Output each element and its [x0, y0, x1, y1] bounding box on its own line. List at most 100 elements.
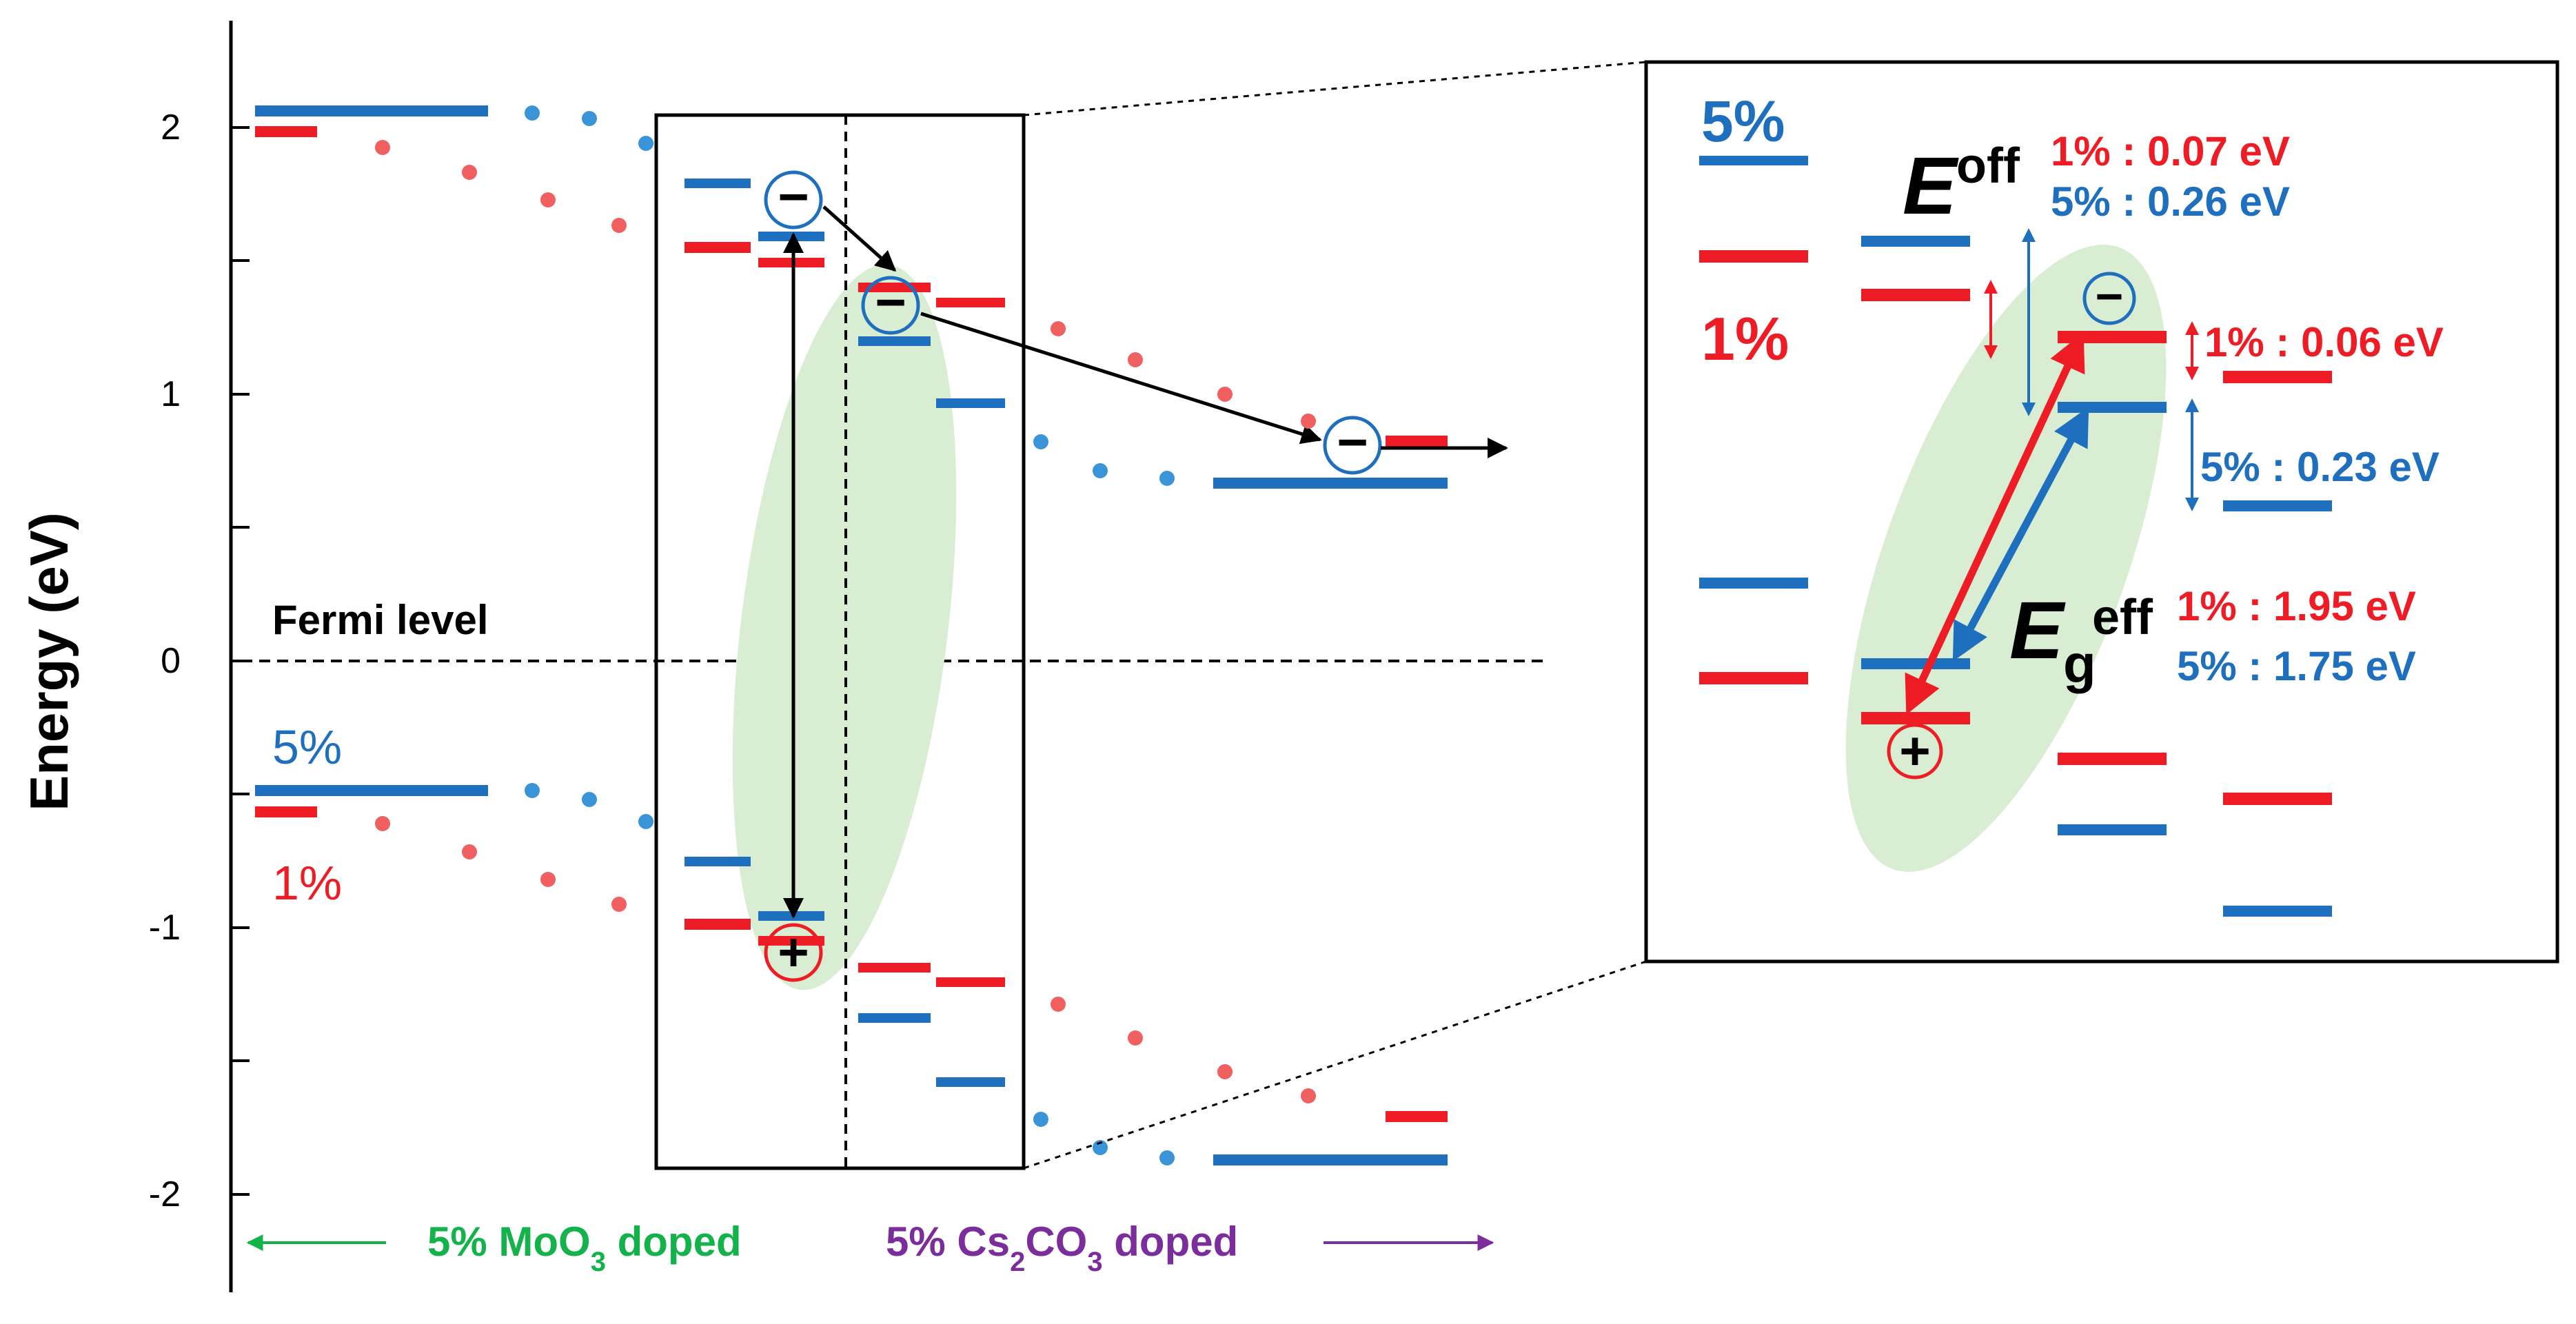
level-blue-cb-right: [1213, 478, 1448, 489]
level: [936, 398, 1005, 408]
svg-text:−: −: [2096, 269, 2124, 323]
eoff-label: E: [1903, 141, 1959, 232]
dot: [462, 844, 477, 859]
y-axis-label: Energy (eV): [19, 512, 79, 811]
dot: [1217, 1064, 1233, 1079]
dot: [1093, 463, 1108, 478]
inset-panel: 5% 1% −: [1644, 60, 2559, 964]
dot: [1093, 1140, 1108, 1155]
level: [936, 1077, 1005, 1087]
dot: [540, 192, 556, 207]
label-1pct: 1%: [272, 856, 342, 910]
moo3-label: 5% MoO3 doped: [427, 1219, 742, 1277]
level: [758, 232, 824, 241]
dot: [375, 140, 390, 155]
level: [2058, 402, 2167, 413]
level-red-cb-right: [1386, 436, 1448, 447]
svg-text:−: −: [778, 166, 809, 227]
dot: [1051, 997, 1066, 1012]
hole-symbol: +: [764, 921, 823, 982]
level: [936, 977, 1005, 987]
eoff-5pct: 5% : 0.26 eV: [2051, 179, 2290, 225]
fermi-level-label: Fermi level: [272, 597, 489, 643]
eoff-superscript: off: [1956, 139, 2020, 194]
electron-symbol: −: [764, 166, 823, 230]
level: [758, 936, 824, 946]
dot: [1051, 321, 1066, 336]
dot: [525, 105, 540, 121]
svg-text:+: +: [778, 921, 809, 982]
dot: [1033, 434, 1048, 449]
center-box: − − +: [654, 113, 1322, 1170]
dot: [1128, 1030, 1143, 1046]
step-1pct: 1% : 0.06 eV: [2204, 319, 2444, 365]
level: [758, 258, 824, 267]
tick-label-1: 1: [161, 374, 181, 414]
eg-subscript: g: [2063, 633, 2096, 694]
eg-arrow-blue: [1952, 407, 2089, 662]
level: [2058, 331, 2167, 343]
level: [2223, 793, 2332, 805]
dot: [1217, 387, 1233, 402]
zoom-lines: [1023, 61, 1647, 1170]
level: [1861, 289, 1970, 301]
bottom-labels: 5% MoO3 doped 5% Cs2CO3 doped: [246, 1219, 1494, 1277]
level-red-vb-right: [1386, 1111, 1448, 1122]
inset-label-5pct: 5%: [1701, 89, 1785, 154]
svg-text:+: +: [1899, 720, 1931, 781]
dot: [1159, 471, 1175, 486]
level-blue-vb-right: [1213, 1154, 1448, 1165]
level: [684, 242, 751, 253]
dot: [582, 792, 597, 807]
svg-text:−: −: [1337, 411, 1368, 472]
level: [684, 179, 751, 188]
tick-label-m1: -1: [149, 908, 181, 948]
level: [1861, 712, 1970, 724]
level: [2223, 371, 2332, 383]
eoff-1pct: 1% : 0.07 eV: [2051, 128, 2290, 174]
dot: [638, 814, 653, 829]
level: [1699, 672, 1808, 684]
level-blue-vb-left: [255, 785, 488, 796]
level-red-cb-left: [255, 126, 317, 137]
cs2co3-label: 5% Cs2CO3 doped: [886, 1219, 1238, 1277]
tick-label-2: 2: [161, 108, 181, 147]
level: [1699, 578, 1808, 589]
eg-label: E: [2009, 585, 2066, 676]
dot: [1128, 352, 1143, 367]
right-levels: −: [1033, 321, 1508, 1165]
eg-1pct: 1% : 1.95 eV: [2177, 583, 2416, 629]
eg-superscript: eff: [2092, 590, 2153, 645]
level: [2223, 906, 2332, 917]
dot: [611, 218, 627, 233]
step-5pct: 5% : 0.23 eV: [2200, 444, 2440, 490]
dot: [525, 783, 540, 798]
electron-symbol: −: [2082, 269, 2136, 325]
dot: [1301, 1088, 1316, 1103]
level: [2058, 753, 2167, 765]
dot: [1159, 1150, 1175, 1165]
y-axis: 2 1 0 -1 -2 Energy (eV): [19, 21, 250, 1292]
level: [2058, 824, 2167, 835]
tick-label-m2: -2: [149, 1174, 181, 1214]
dot: [540, 872, 556, 887]
eg-5pct: 5% : 1.75 eV: [2177, 643, 2416, 689]
level: [858, 963, 931, 972]
dot: [638, 136, 653, 151]
dot: [582, 111, 597, 126]
level: [684, 919, 751, 930]
dot: [1033, 1112, 1048, 1127]
tick-label-0: 0: [161, 641, 181, 681]
level: [758, 911, 824, 921]
inset-label-1pct: 1%: [1701, 305, 1789, 373]
level: [1861, 658, 1970, 669]
electron-symbol: −: [1323, 411, 1382, 475]
level: [936, 298, 1005, 307]
hole-symbol: +: [1887, 720, 1943, 781]
level: [858, 336, 931, 346]
level: [684, 857, 751, 866]
electron-symbol: −: [861, 272, 920, 335]
transfer-arrow: [920, 312, 1322, 445]
left-levels: 5% 1%: [255, 105, 653, 912]
